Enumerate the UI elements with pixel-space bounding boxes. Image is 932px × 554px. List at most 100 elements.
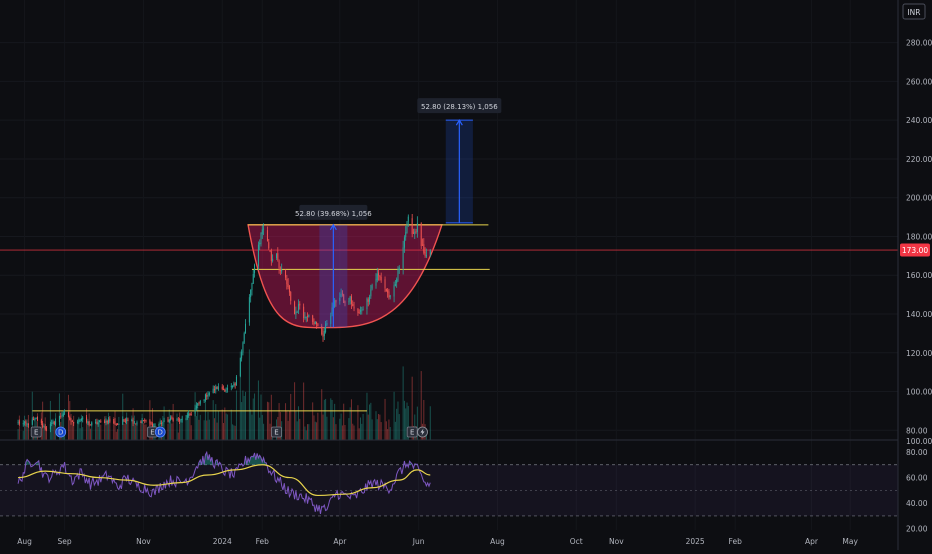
candle-body[interactable] xyxy=(239,357,241,377)
candle-body[interactable] xyxy=(109,419,111,422)
candle-body[interactable] xyxy=(352,304,354,307)
candle-body[interactable] xyxy=(414,231,416,235)
candle-body[interactable] xyxy=(199,400,201,404)
candle-body[interactable] xyxy=(80,418,82,421)
candle-body[interactable] xyxy=(145,419,147,421)
candle-body[interactable] xyxy=(36,417,38,421)
candle-body[interactable] xyxy=(241,351,243,359)
candle-body[interactable] xyxy=(415,231,417,233)
candle-body[interactable] xyxy=(61,415,63,416)
candle-body[interactable] xyxy=(376,273,378,281)
candle-body[interactable] xyxy=(385,289,387,292)
candle-body[interactable] xyxy=(188,413,190,416)
earnings-icon[interactable]: E xyxy=(271,426,282,438)
candle-body[interactable] xyxy=(190,414,192,415)
candle-body[interactable] xyxy=(290,292,292,301)
candle-body[interactable] xyxy=(257,244,259,267)
candle-body[interactable] xyxy=(266,230,268,241)
candle-body[interactable] xyxy=(132,420,134,424)
candle-body[interactable] xyxy=(31,419,33,425)
earnings-badge[interactable] xyxy=(30,426,42,438)
candle-body[interactable] xyxy=(215,386,217,390)
candle-body[interactable] xyxy=(88,421,90,425)
candle-body[interactable] xyxy=(87,421,89,423)
candle-body[interactable] xyxy=(254,264,256,274)
dividend-icon[interactable]: D xyxy=(154,426,166,438)
candle-body[interactable] xyxy=(371,285,373,289)
candle-body[interactable] xyxy=(133,422,135,424)
candle-body[interactable] xyxy=(357,308,359,313)
candle-body[interactable] xyxy=(170,417,172,420)
candle-body[interactable] xyxy=(287,283,289,287)
candle-body[interactable] xyxy=(64,412,66,414)
candle-body[interactable] xyxy=(396,279,398,283)
candle-body[interactable] xyxy=(353,306,355,309)
candle-body[interactable] xyxy=(44,426,46,430)
candle-body[interactable] xyxy=(326,322,328,325)
candle-body[interactable] xyxy=(97,422,99,425)
candle-body[interactable] xyxy=(232,385,234,387)
candle-body[interactable] xyxy=(259,242,261,245)
currency-badge[interactable]: INR xyxy=(902,3,926,20)
candle-body[interactable] xyxy=(233,383,235,387)
earnings-icon[interactable]: E xyxy=(406,426,418,438)
candle-body[interactable] xyxy=(375,278,377,286)
candle-body[interactable] xyxy=(398,267,400,270)
candle-body[interactable] xyxy=(366,298,368,310)
candle-body[interactable] xyxy=(225,390,227,392)
lightning-icon[interactable] xyxy=(417,426,428,438)
candle-body[interactable] xyxy=(277,253,279,260)
candle-body[interactable] xyxy=(393,285,395,297)
candle-body[interactable] xyxy=(55,421,57,425)
earnings-icon[interactable]: E xyxy=(30,426,42,438)
candle-body[interactable] xyxy=(113,421,115,423)
candle-body[interactable] xyxy=(136,422,138,425)
candle-body[interactable] xyxy=(158,424,160,426)
candle-body[interactable] xyxy=(194,407,196,414)
candle-body[interactable] xyxy=(305,316,307,319)
candle-body[interactable] xyxy=(34,418,36,421)
candle-body[interactable] xyxy=(108,419,110,423)
candle-body[interactable] xyxy=(53,421,55,425)
candle-body[interactable] xyxy=(62,413,64,416)
candle-body[interactable] xyxy=(394,284,396,286)
candle-body[interactable] xyxy=(380,276,382,281)
candle-body[interactable] xyxy=(322,333,324,338)
candle-body[interactable] xyxy=(387,290,389,293)
candle-body[interactable] xyxy=(429,250,431,255)
candle-body[interactable] xyxy=(91,422,93,425)
candle-body[interactable] xyxy=(42,423,44,427)
candle-body[interactable] xyxy=(402,247,404,269)
candle-body[interactable] xyxy=(172,418,174,421)
rsi-line[interactable] xyxy=(17,450,431,515)
candle-body[interactable] xyxy=(331,307,333,315)
candle-body[interactable] xyxy=(243,333,245,343)
candle-body[interactable] xyxy=(250,289,252,298)
candle-body[interactable] xyxy=(260,232,262,245)
candle-body[interactable] xyxy=(179,419,181,421)
candle-body[interactable] xyxy=(142,420,144,422)
candle-body[interactable] xyxy=(89,424,91,426)
candle-body[interactable] xyxy=(358,311,360,313)
candle-body[interactable] xyxy=(348,301,350,303)
candle-body[interactable] xyxy=(411,218,413,234)
candle-body[interactable] xyxy=(314,321,316,324)
candle-body[interactable] xyxy=(167,419,169,422)
candle-body[interactable] xyxy=(208,392,210,396)
candles[interactable] xyxy=(17,213,431,433)
candle-body[interactable] xyxy=(221,386,223,390)
candle-body[interactable] xyxy=(323,330,325,337)
candle-body[interactable] xyxy=(49,423,51,430)
candle-body[interactable] xyxy=(141,419,143,424)
candle-body[interactable] xyxy=(295,311,297,315)
candle-body[interactable] xyxy=(223,389,225,390)
candle-body[interactable] xyxy=(369,296,371,302)
candle-body[interactable] xyxy=(230,385,232,388)
candle-body[interactable] xyxy=(185,418,187,420)
candle-body[interactable] xyxy=(425,255,427,257)
candle-body[interactable] xyxy=(26,423,28,425)
candle-body[interactable] xyxy=(52,422,54,423)
